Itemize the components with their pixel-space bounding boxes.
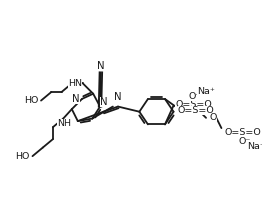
Text: O: O: [209, 113, 217, 122]
Text: N: N: [100, 97, 107, 107]
Text: N: N: [72, 94, 79, 104]
Text: Na⁺: Na⁺: [247, 142, 262, 151]
Text: NH: NH: [57, 119, 71, 128]
Text: N: N: [97, 61, 105, 71]
Text: HN: HN: [68, 79, 82, 88]
Text: HO: HO: [15, 152, 30, 161]
Text: O⁻: O⁻: [238, 137, 251, 146]
Text: O=S=O: O=S=O: [225, 128, 261, 137]
Text: HO: HO: [24, 96, 39, 105]
Text: O⁻: O⁻: [189, 93, 201, 102]
Text: N: N: [114, 92, 122, 102]
Text: O=S=O: O=S=O: [175, 100, 212, 109]
Text: Na⁺: Na⁺: [198, 87, 215, 96]
Text: O=S=O: O=S=O: [178, 106, 215, 115]
